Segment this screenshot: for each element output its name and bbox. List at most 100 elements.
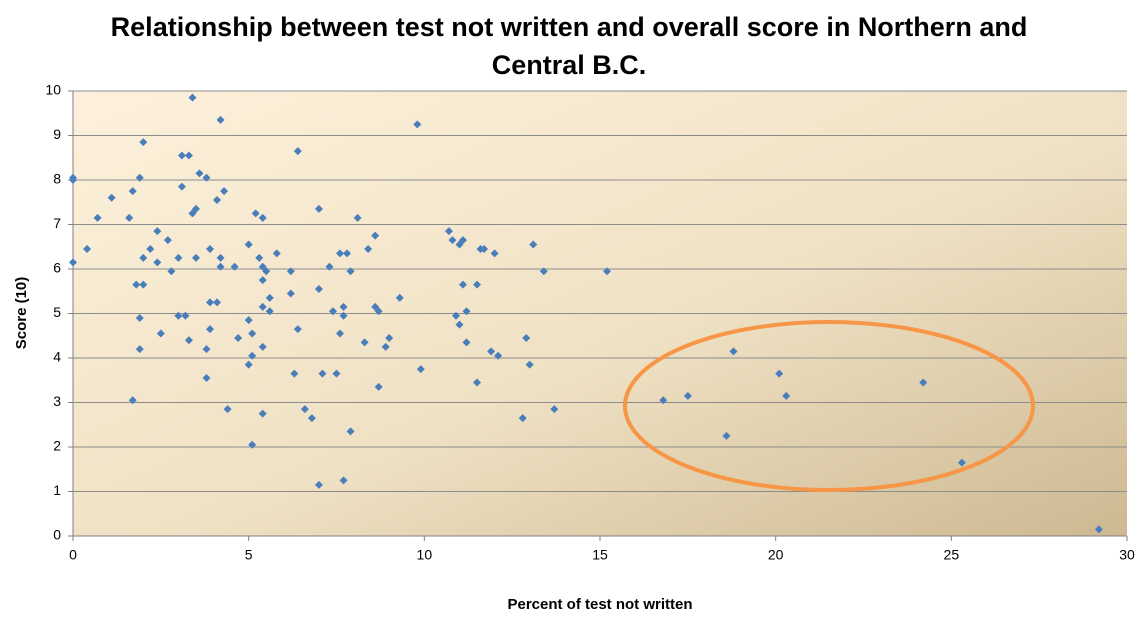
point — [374, 382, 383, 391]
point — [332, 369, 341, 378]
point — [1094, 525, 1103, 534]
point — [919, 378, 928, 387]
point — [473, 280, 482, 289]
point — [206, 298, 215, 307]
point — [494, 351, 503, 360]
point — [163, 236, 172, 245]
point — [220, 187, 229, 196]
point — [455, 320, 464, 329]
point — [487, 347, 496, 356]
point — [293, 325, 302, 334]
point — [234, 333, 243, 342]
point — [213, 298, 222, 307]
point — [300, 405, 309, 414]
highlight-ellipse — [623, 320, 1035, 492]
point — [343, 249, 352, 258]
point — [444, 227, 453, 236]
x-tick-label: 25 — [944, 547, 960, 563]
y-tick-label: 1 — [53, 482, 61, 498]
point — [462, 338, 471, 347]
point — [258, 276, 267, 285]
point — [223, 405, 232, 414]
y-tick-label: 2 — [53, 438, 61, 454]
point — [244, 240, 253, 249]
point — [381, 342, 390, 351]
point — [181, 311, 190, 320]
point — [83, 244, 92, 253]
point — [293, 147, 302, 156]
point — [177, 151, 186, 160]
point — [265, 307, 274, 316]
point — [314, 480, 323, 489]
x-tick-label: 10 — [417, 547, 433, 563]
point — [364, 244, 373, 253]
point — [480, 244, 489, 253]
point — [353, 213, 362, 222]
point — [153, 227, 162, 236]
point — [722, 431, 731, 440]
point — [339, 311, 348, 320]
point — [177, 182, 186, 191]
point — [230, 262, 239, 271]
point — [128, 396, 137, 405]
point — [272, 249, 281, 258]
point — [251, 209, 260, 218]
point — [603, 267, 612, 276]
x-tick-label: 5 — [245, 547, 253, 563]
point — [325, 262, 334, 271]
point — [262, 267, 271, 276]
point — [202, 173, 211, 182]
point — [258, 213, 267, 222]
point — [522, 333, 531, 342]
point — [93, 213, 102, 222]
point — [188, 93, 197, 102]
point — [202, 374, 211, 383]
point — [775, 369, 784, 378]
point — [957, 458, 966, 467]
point — [539, 267, 548, 276]
y-axis-label: Score (10) — [13, 277, 30, 350]
point — [346, 267, 355, 276]
y-tick-label: 6 — [53, 260, 61, 276]
chart-title: Relationship between test not written an… — [110, 12, 1028, 80]
x-axis-label: Percent of test not written — [507, 596, 692, 613]
point — [360, 338, 369, 347]
point — [248, 440, 257, 449]
point — [336, 329, 345, 338]
point — [518, 414, 527, 423]
point — [290, 369, 299, 378]
point — [174, 311, 183, 320]
point — [156, 329, 165, 338]
point — [339, 476, 348, 485]
point — [346, 427, 355, 436]
x-tick-label: 20 — [768, 547, 784, 563]
point — [255, 253, 264, 262]
y-tick-label: 4 — [53, 349, 61, 365]
point — [244, 316, 253, 325]
point — [146, 244, 155, 253]
point — [473, 378, 482, 387]
point — [191, 253, 200, 262]
point — [729, 347, 738, 356]
y-tick-label: 5 — [53, 304, 61, 320]
point — [248, 329, 257, 338]
point — [258, 342, 267, 351]
point — [153, 258, 162, 267]
point — [139, 253, 148, 262]
point — [395, 293, 404, 302]
point — [135, 313, 144, 322]
point — [128, 187, 137, 196]
point — [132, 280, 141, 289]
point — [216, 115, 225, 124]
y-tick-label: 10 — [45, 82, 61, 98]
point — [550, 405, 559, 414]
point — [318, 369, 327, 378]
y-tick-label: 8 — [53, 171, 61, 187]
point — [125, 213, 134, 222]
point — [184, 151, 193, 160]
point — [451, 311, 460, 320]
point — [258, 302, 267, 311]
point — [328, 307, 337, 316]
point — [167, 267, 176, 276]
point — [314, 204, 323, 213]
